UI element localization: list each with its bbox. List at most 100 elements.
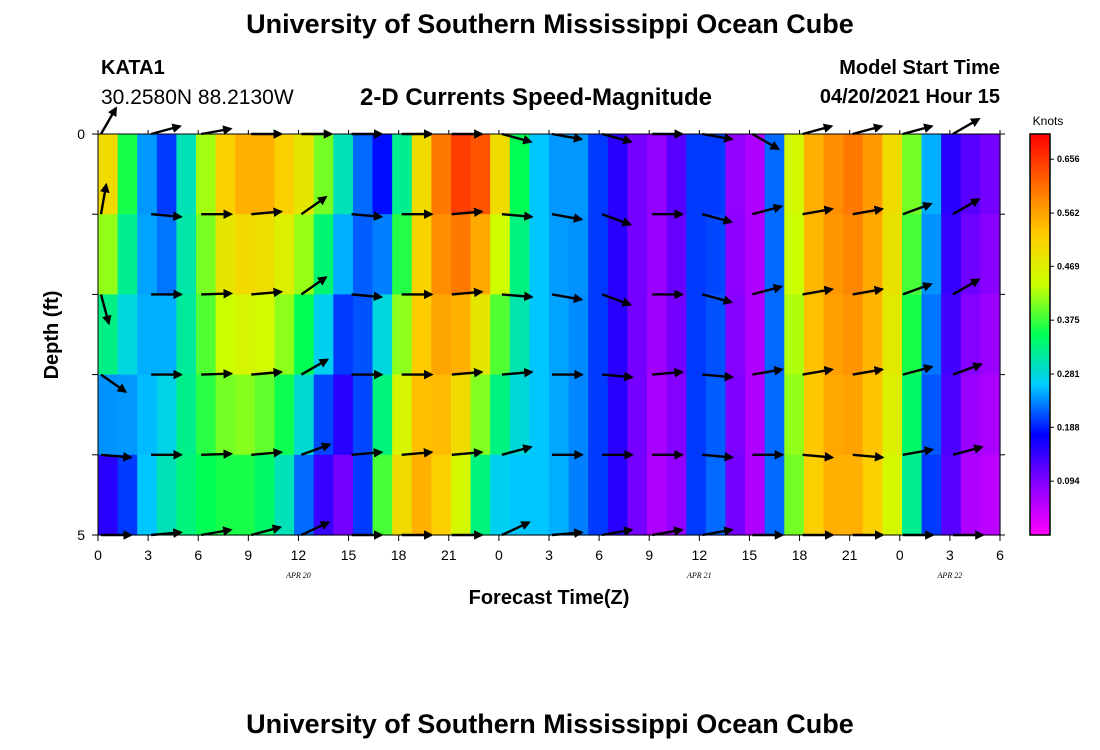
current-vector xyxy=(952,444,984,456)
heatmap-cell xyxy=(215,374,236,456)
current-vector xyxy=(902,202,933,216)
station-id: KATA1 xyxy=(101,57,165,79)
current-vector xyxy=(501,367,534,378)
x-axis-label: Forecast Time(Z) xyxy=(469,587,630,609)
heatmap-cell xyxy=(784,214,805,295)
x-tick-label: 6 xyxy=(595,547,603,563)
heatmap-cell xyxy=(921,134,942,215)
heatmap-cell xyxy=(392,134,413,215)
heatmap-cell xyxy=(352,214,374,295)
heatmap-cell xyxy=(705,294,727,376)
current-vector xyxy=(351,211,384,221)
x-tick-label: 18 xyxy=(792,547,808,563)
heatmap-cell xyxy=(784,134,805,215)
heatmap-cell xyxy=(862,134,883,215)
colorbar-tick-label: 0.188 xyxy=(1057,422,1080,432)
heatmap-cell xyxy=(764,374,785,456)
heatmap-cell xyxy=(529,374,550,456)
heatmap-cell xyxy=(941,294,962,376)
current-vector xyxy=(99,106,118,135)
heatmap-cell xyxy=(568,134,589,215)
heatmap-cell xyxy=(803,454,825,536)
heatmap-cell xyxy=(254,214,276,295)
current-vector xyxy=(200,526,233,537)
current-vector xyxy=(300,521,331,537)
current-vector xyxy=(551,293,584,303)
heatmap-cell xyxy=(941,134,962,215)
heatmap-cell xyxy=(470,374,491,456)
x-tick-label: 9 xyxy=(244,547,252,563)
heatmap-cell xyxy=(803,374,825,456)
heatmap-cell xyxy=(843,454,864,536)
heatmap-cell xyxy=(843,134,864,215)
heatmap-cell xyxy=(745,134,766,215)
heatmap-cell xyxy=(725,134,746,215)
heatmap-cell xyxy=(117,134,138,215)
heatmap-cell xyxy=(568,454,589,536)
date-label: APR 22 xyxy=(937,571,963,580)
heatmap-cell xyxy=(823,454,844,536)
heatmap-cell xyxy=(352,454,374,536)
heatmap-cell xyxy=(607,294,629,376)
heatmap-cell xyxy=(490,134,511,215)
current-vector xyxy=(902,446,935,456)
heatmap-cell xyxy=(960,214,981,295)
colorbar-tick-label: 0.375 xyxy=(1057,315,1080,325)
current-vector xyxy=(852,123,884,136)
heatmap-cell xyxy=(647,214,668,295)
current-vector xyxy=(952,117,981,136)
heatmap-cell xyxy=(745,374,766,456)
current-vector xyxy=(952,362,983,376)
heatmap-cell xyxy=(372,294,393,376)
heatmap-cell xyxy=(254,294,276,376)
heatmap-cell xyxy=(921,294,942,376)
current-vector xyxy=(802,451,835,462)
heatmap-cell xyxy=(627,294,648,376)
x-tick-label: 12 xyxy=(291,547,307,563)
heatmap-cell xyxy=(509,134,530,215)
heatmap-cell xyxy=(901,374,923,456)
heatmap-cell xyxy=(254,134,276,215)
heatmap-cell xyxy=(725,214,746,295)
y-tick-label: 0 xyxy=(77,126,85,142)
heatmap-cell xyxy=(823,374,844,456)
current-vector xyxy=(251,207,284,218)
heatmap-cell xyxy=(294,214,315,295)
heatmap-cell xyxy=(843,214,864,295)
current-vector xyxy=(752,203,784,216)
heatmap-cell xyxy=(980,214,1001,295)
x-tick-label: 3 xyxy=(144,547,152,563)
heatmap-cell xyxy=(901,134,923,215)
heatmap-cell xyxy=(450,214,472,295)
model-start-value: 04/20/2021 Hour 15 xyxy=(819,86,1000,108)
heatmap-cell xyxy=(156,214,178,295)
heatmap-cell xyxy=(901,454,923,536)
heatmap-cell xyxy=(274,454,295,536)
heatmap-cell xyxy=(274,134,295,215)
heatmap-cell xyxy=(607,214,629,295)
heatmap-cell xyxy=(725,374,746,456)
heatmap-cell xyxy=(294,294,315,376)
heatmap-cell xyxy=(882,374,903,456)
heatmap-cell xyxy=(431,214,452,295)
x-tick-label: 0 xyxy=(495,547,503,563)
colorbar-tick-label: 0.469 xyxy=(1057,261,1080,271)
heatmap-cell xyxy=(235,134,256,215)
current-vector xyxy=(852,205,885,216)
heatmap-cell xyxy=(98,374,119,456)
heatmap-cell xyxy=(725,454,746,536)
heatmap-cell xyxy=(666,294,687,376)
heatmap-cell xyxy=(647,294,668,376)
heatmap-cell xyxy=(686,294,707,376)
heatmap-cell xyxy=(862,374,883,456)
heatmap-cell xyxy=(176,374,197,456)
heatmap-cell xyxy=(313,374,334,456)
heatmap-cell xyxy=(313,294,334,376)
current-vector xyxy=(99,294,112,326)
heatmap-cell xyxy=(490,214,511,295)
current-vector xyxy=(902,123,934,136)
heatmap xyxy=(98,134,1001,536)
heatmap-cell xyxy=(509,454,530,536)
